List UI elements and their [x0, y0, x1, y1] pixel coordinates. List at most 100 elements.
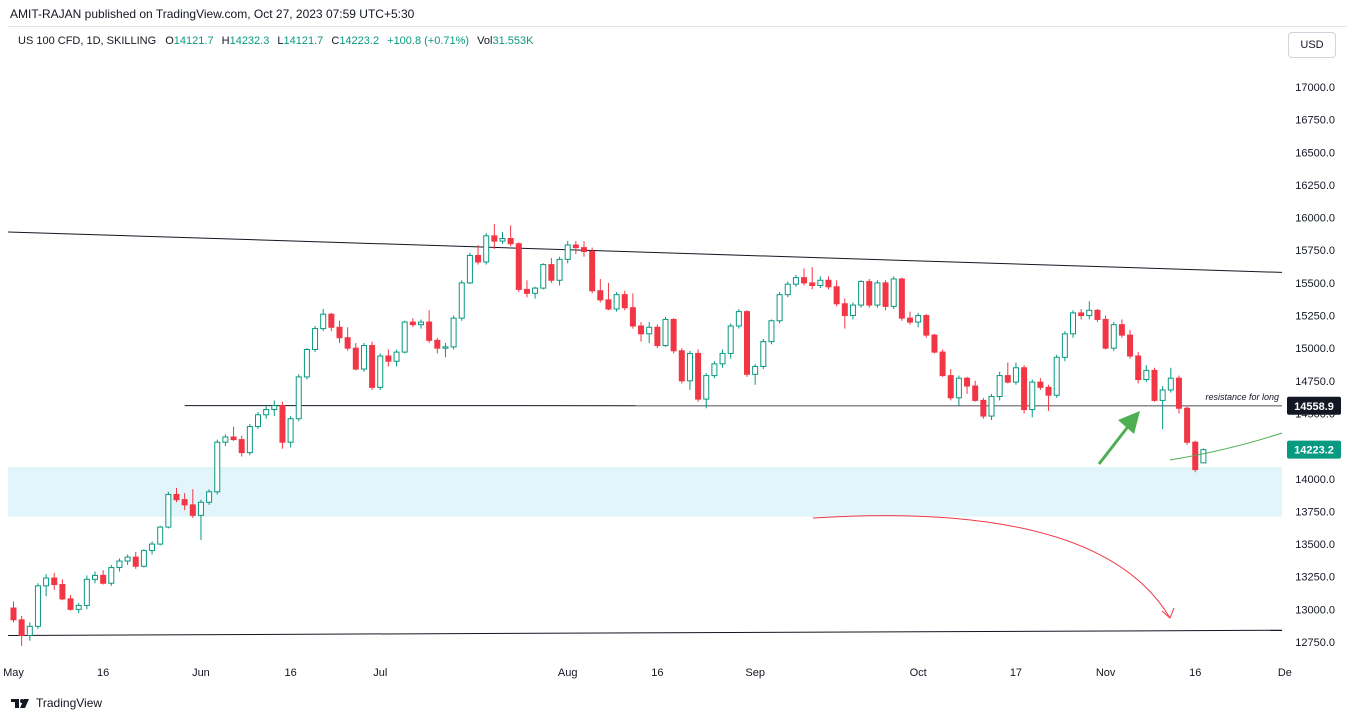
candle[interactable] — [418, 319, 424, 329]
candle[interactable] — [858, 280, 865, 308]
candle[interactable] — [140, 549, 147, 568]
tradingview-brand[interactable]: TradingView — [10, 696, 102, 710]
candle[interactable] — [458, 280, 465, 321]
candle[interactable] — [124, 554, 131, 565]
candle[interactable] — [792, 275, 799, 287]
candle[interactable] — [1012, 362, 1019, 385]
candle[interactable] — [385, 349, 392, 367]
candle[interactable] — [752, 363, 759, 385]
currency-button[interactable]: USD — [1288, 32, 1336, 58]
candle[interactable] — [157, 525, 164, 546]
candle[interactable] — [1159, 386, 1166, 430]
candle[interactable] — [907, 311, 913, 325]
candle[interactable] — [206, 489, 213, 505]
candle[interactable] — [303, 348, 310, 380]
candle[interactable] — [825, 276, 832, 290]
candle[interactable] — [1004, 362, 1011, 384]
candle[interactable] — [849, 302, 856, 320]
candle[interactable] — [1078, 309, 1085, 320]
candle[interactable] — [279, 401, 286, 449]
candle[interactable] — [801, 268, 808, 286]
candle[interactable] — [923, 314, 930, 338]
candle[interactable] — [43, 574, 50, 597]
candle[interactable] — [369, 341, 376, 390]
candle[interactable] — [426, 310, 433, 343]
candle[interactable] — [67, 594, 74, 611]
candle[interactable] — [328, 312, 335, 332]
candle[interactable] — [809, 267, 816, 290]
candle[interactable] — [1184, 405, 1191, 445]
candle[interactable] — [581, 241, 587, 257]
candle[interactable] — [222, 434, 229, 447]
candle[interactable] — [678, 348, 685, 384]
candle[interactable] — [548, 258, 555, 283]
candle[interactable] — [287, 416, 294, 448]
candle[interactable] — [344, 327, 351, 351]
candle[interactable] — [132, 551, 139, 569]
candle[interactable] — [955, 375, 962, 406]
candle[interactable] — [735, 309, 742, 329]
candle[interactable] — [515, 242, 522, 293]
candle[interactable] — [450, 315, 457, 350]
candle[interactable] — [18, 615, 25, 646]
candle[interactable] — [1102, 315, 1109, 350]
candle[interactable] — [312, 325, 319, 353]
candle[interactable] — [1167, 367, 1174, 393]
candle[interactable] — [629, 293, 636, 329]
candle[interactable] — [613, 292, 620, 312]
candle[interactable] — [817, 276, 824, 289]
candle[interactable] — [116, 558, 123, 572]
candle[interactable] — [1110, 322, 1117, 351]
candle[interactable] — [727, 323, 734, 359]
candle[interactable] — [434, 337, 441, 354]
candle[interactable] — [964, 376, 971, 394]
candle[interactable] — [760, 339, 767, 370]
candle[interactable] — [719, 349, 726, 368]
candle[interactable] — [230, 426, 237, 441]
candle[interactable] — [540, 263, 547, 290]
candle[interactable] — [483, 233, 490, 265]
candle[interactable] — [238, 435, 245, 457]
candle[interactable] — [711, 361, 718, 379]
candle[interactable] — [442, 342, 449, 358]
candle[interactable] — [605, 282, 612, 311]
candle[interactable] — [401, 320, 408, 354]
candle[interactable] — [10, 601, 17, 623]
candle[interactable] — [532, 286, 539, 299]
candle[interactable] — [320, 309, 327, 332]
candle[interactable] — [1021, 365, 1028, 414]
candle[interactable] — [100, 570, 107, 585]
symbol-label[interactable]: US 100 CFD, 1D, SKILLING — [18, 35, 157, 47]
candle[interactable] — [165, 491, 172, 529]
candle[interactable] — [173, 487, 180, 503]
candle[interactable] — [491, 224, 498, 249]
candle[interactable] — [564, 241, 571, 264]
candle[interactable] — [295, 374, 302, 422]
lower-trendline[interactable] — [7, 629, 1283, 636]
candle[interactable] — [1037, 378, 1044, 390]
candle[interactable] — [768, 319, 775, 345]
candle[interactable] — [255, 412, 261, 430]
candle[interactable] — [947, 369, 954, 401]
candle[interactable] — [776, 292, 783, 324]
candle[interactable] — [1086, 301, 1093, 320]
candle[interactable] — [703, 372, 710, 409]
candle[interactable] — [507, 225, 514, 247]
candle[interactable] — [1151, 367, 1158, 402]
candle[interactable] — [744, 310, 750, 377]
candle[interactable] — [1053, 354, 1060, 398]
candle[interactable] — [26, 622, 33, 641]
candle[interactable] — [149, 541, 156, 555]
candle[interactable] — [1175, 375, 1182, 414]
candle[interactable] — [352, 342, 359, 371]
candle[interactable] — [572, 241, 579, 255]
candle[interactable] — [589, 247, 596, 294]
candle[interactable] — [972, 380, 979, 402]
candle[interactable] — [377, 353, 384, 390]
candle[interactable] — [874, 280, 881, 308]
candle[interactable] — [621, 290, 628, 311]
candle[interactable] — [988, 393, 995, 420]
candle[interactable] — [996, 371, 1003, 401]
candle[interactable] — [833, 280, 840, 307]
